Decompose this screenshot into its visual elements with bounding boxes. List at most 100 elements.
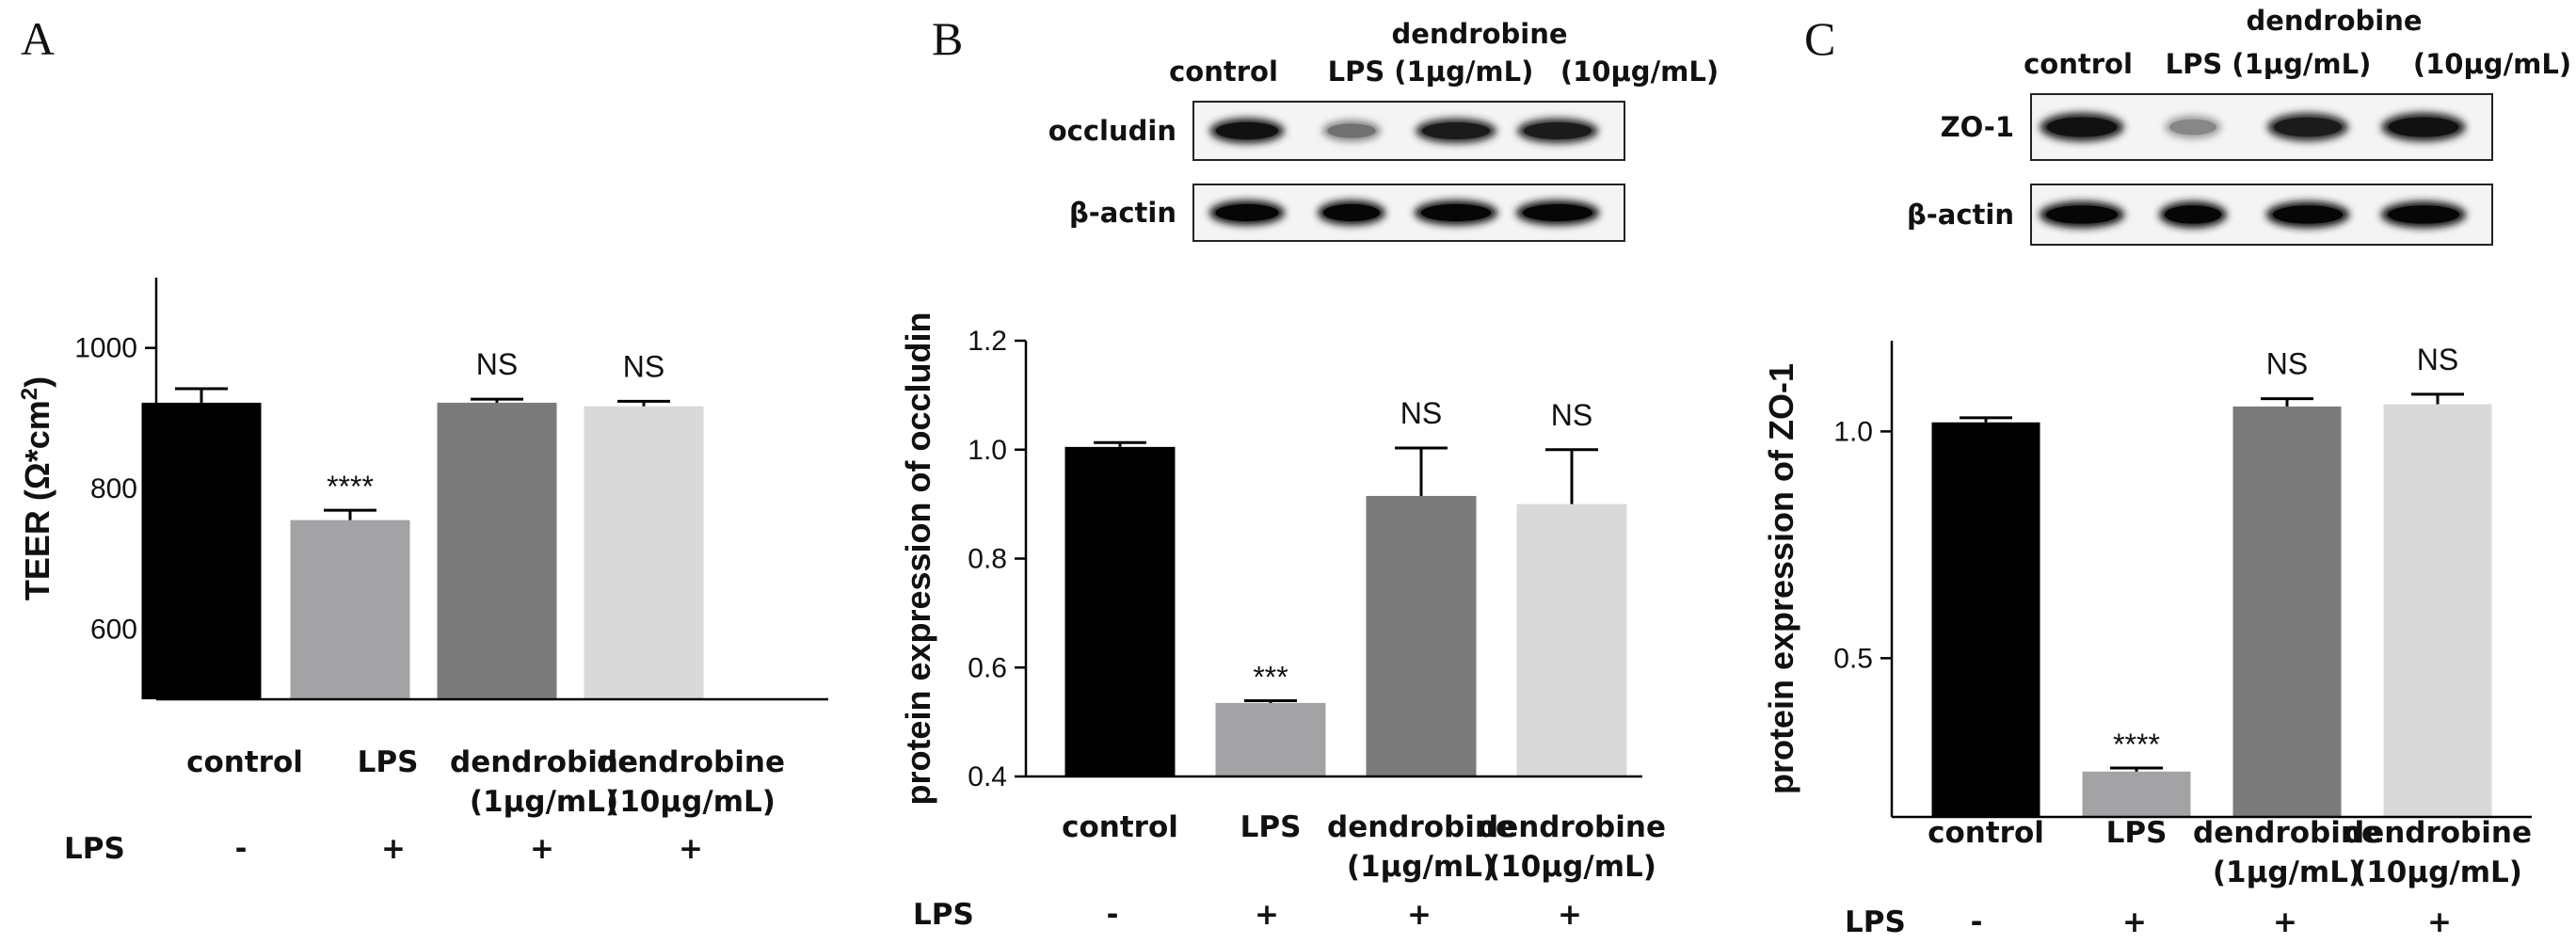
blot-header-lps: LPS (1μg/mL) xyxy=(1328,56,1534,88)
bar-2 xyxy=(1215,702,1326,776)
y-tick-label: 600 xyxy=(90,614,137,645)
category-label-1: control xyxy=(1928,816,2044,850)
y-axis-label: protein expression of ZO-1 xyxy=(1762,363,1800,794)
blot-c: control LPS (1μg/mL) dendrobine (10μg/mL) ZO… xyxy=(1907,5,2571,246)
blot-b: control LPS (1μg/mL) dendrobine (10μg/mL) oc… xyxy=(1048,18,1719,242)
category-label-2: LPS xyxy=(358,745,419,779)
lps-sign-1: - xyxy=(1971,905,1983,939)
blot-band-core xyxy=(1522,203,1593,222)
bar-1 xyxy=(1064,446,1176,776)
category-label-4: (10μg/mL) xyxy=(1487,850,1656,884)
panel-letter-c: C xyxy=(1804,12,1835,65)
chart-b: *** NS NS 0.4 0.6 0.8 1.0 1.2 protein expression… xyxy=(899,312,1666,932)
category-label-3: dendrobine xyxy=(1327,810,1515,844)
bar-4 xyxy=(2383,404,2492,817)
lps-sign-3: + xyxy=(2273,905,2297,939)
bar-1 xyxy=(1931,422,2040,817)
bar-4 xyxy=(584,406,704,699)
bar-2 xyxy=(290,520,410,699)
blot-band-core xyxy=(2164,205,2222,224)
panel-letter-a: A xyxy=(21,12,55,65)
blot-band-core xyxy=(2272,205,2344,224)
category-label-4: dendrobine xyxy=(1478,810,1666,844)
y-tick-label: 1.0 xyxy=(1833,416,1873,447)
lps-sign-2: + xyxy=(381,832,406,866)
significance-label-3: NS xyxy=(476,347,518,381)
panel-letter-b: B xyxy=(932,12,963,65)
lps-sign-1: - xyxy=(235,832,248,866)
blot-band-core xyxy=(1420,203,1492,222)
bar-charts: **** NS NS 600 800 1000 TEER (Ω*cm2) control LPS… xyxy=(17,278,2532,939)
blot-band-core xyxy=(1322,203,1381,222)
significance-label-2: *** xyxy=(1253,661,1288,695)
category-label-3: dendrobine xyxy=(450,745,638,779)
category-label-3: (1μg/mL) xyxy=(470,785,618,819)
bar-1 xyxy=(141,402,262,699)
blot-header-control: control xyxy=(2024,48,2133,80)
y-tick-label: 0.5 xyxy=(1833,643,1873,674)
lps-row-label: LPS xyxy=(913,898,974,932)
category-label-1: control xyxy=(186,745,303,779)
category-label-4: dendrobine xyxy=(597,745,785,779)
lps-sign-2: + xyxy=(1255,898,1279,932)
lps-row-label: LPS xyxy=(64,832,125,866)
lps-sign-3: + xyxy=(530,832,554,866)
blot-band-core xyxy=(2046,117,2118,137)
significance-label-3: NS xyxy=(2266,347,2308,381)
significance-label-4: NS xyxy=(623,349,664,383)
bar-3 xyxy=(1366,495,1477,776)
category-label-3: dendrobine xyxy=(2193,816,2381,850)
y-tick-label: 0.6 xyxy=(968,652,1007,683)
y-axis-label: protein expression of occludin xyxy=(899,312,937,805)
y-tick-label: 0.8 xyxy=(968,544,1007,575)
bar-4 xyxy=(1516,504,1627,776)
significance-label-2: **** xyxy=(2113,728,2160,761)
lps-sign-4: + xyxy=(2427,905,2452,939)
blot-header-dendrobine: dendrobine xyxy=(2246,5,2422,37)
category-label-1: control xyxy=(1062,810,1178,844)
lps-sign-1: - xyxy=(1107,898,1119,932)
lps-sign-4: + xyxy=(679,832,703,866)
blot-band-core xyxy=(2169,119,2216,136)
significance-label-2: **** xyxy=(327,470,374,504)
blot-row-label: occludin xyxy=(1048,115,1176,147)
blot-row-label: β-actin xyxy=(1907,199,2014,231)
blot-row-label: ZO-1 xyxy=(1941,111,2014,143)
chart-a: **** NS NS 600 800 1000 TEER (Ω*cm2) control LPS… xyxy=(17,278,828,866)
bar-3 xyxy=(437,402,557,699)
y-tick-label: 800 xyxy=(90,473,137,504)
bar-3 xyxy=(2232,406,2342,817)
category-label-4: (10μg/mL) xyxy=(606,785,776,819)
significance-label-3: NS xyxy=(1400,396,1442,430)
lps-sign-2: + xyxy=(2122,905,2147,939)
blot-band-core xyxy=(2046,205,2118,224)
blot-band-core xyxy=(2388,205,2459,224)
category-label-4: dendrobine xyxy=(2344,816,2532,850)
significance-label-4: NS xyxy=(2417,343,2458,376)
blot-row-label: β-actin xyxy=(1069,197,1176,229)
blot-header-lps: LPS (1μg/mL) xyxy=(2166,48,2372,80)
blot-header-dendrobine: dendrobine xyxy=(1391,18,1567,50)
category-label-4: (10μg/mL) xyxy=(2353,856,2522,889)
y-tick-label: 0.4 xyxy=(968,761,1007,792)
y-axis-label: TEER (Ω*cm2) xyxy=(17,376,57,600)
y-tick-label: 1000 xyxy=(74,333,137,364)
lps-row-label: LPS xyxy=(1845,905,1906,939)
blot-band-core xyxy=(1327,123,1376,138)
blot-band-core xyxy=(1421,121,1491,140)
blot-band-core xyxy=(1215,121,1279,140)
blot-band-core xyxy=(1215,203,1279,222)
category-label-2: LPS xyxy=(2106,816,2168,850)
blot-header-control: control xyxy=(1169,56,1278,88)
lps-sign-3: + xyxy=(1407,898,1432,932)
blot-header-dose-high: (10μg/mL) xyxy=(1560,56,1719,88)
lps-sign-4: + xyxy=(1558,898,1582,932)
significance-label-4: NS xyxy=(1551,398,1592,432)
y-tick-label: 1.0 xyxy=(968,435,1007,466)
bar-2 xyxy=(2082,771,2191,817)
western-blots: control LPS (1μg/mL) dendrobine (10μg/mL) oc… xyxy=(1048,5,2571,246)
category-label-3: (1μg/mL) xyxy=(1347,850,1496,884)
chart-c: **** NS NS 0.5 1.0 protein expression of ZO-1… xyxy=(1762,341,2532,939)
category-label-3: (1μg/mL) xyxy=(2213,856,2361,889)
